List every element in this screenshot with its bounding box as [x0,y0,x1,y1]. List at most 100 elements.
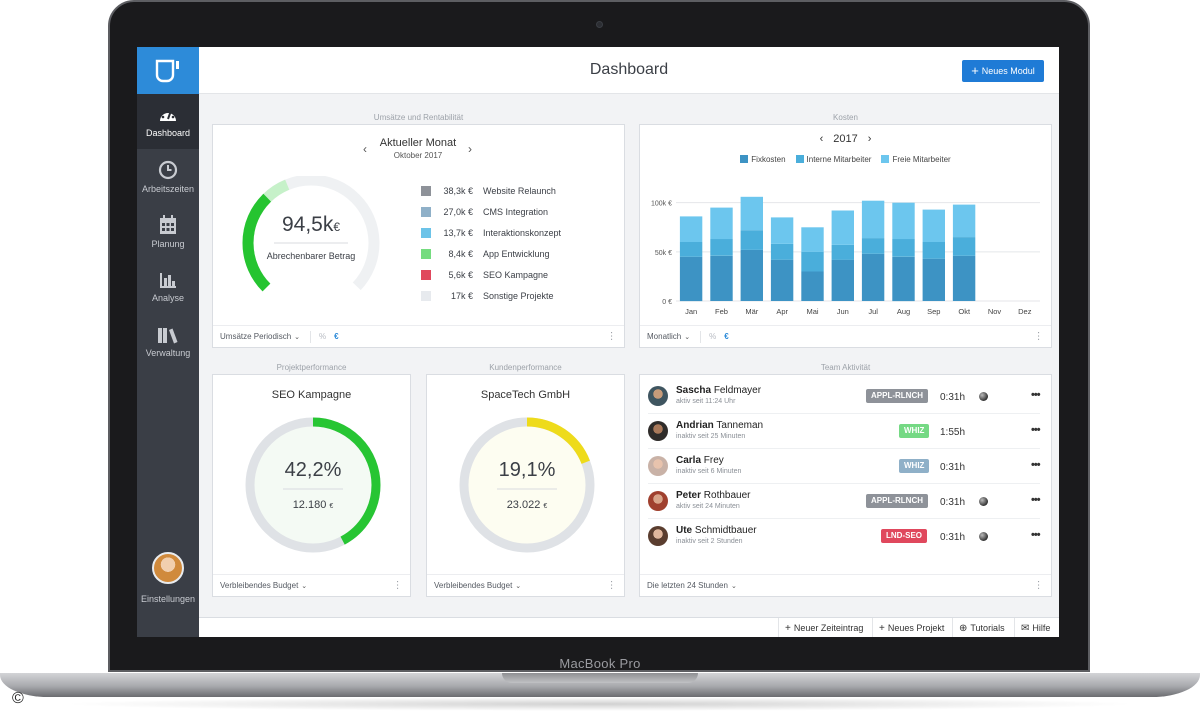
chevron-down-icon: ⌄ [294,334,301,341]
euro-toggle[interactable]: € [334,332,339,341]
bar-segment[interactable] [679,256,703,302]
bar-segment[interactable] [710,207,733,240]
sidebar-item-label: Arbeitszeiten [141,183,195,194]
bar-segment[interactable] [740,196,763,231]
more-horizontal-icon[interactable]: ••• [1031,494,1041,506]
project-tag: WHIZ [899,424,930,438]
y-tick-label: 100k € [651,201,672,208]
x-tick-label: Dez [1018,307,1032,316]
year-nav: ‹ 2017 › [640,133,1051,145]
x-tick-label: Jul [868,307,878,316]
new-module-button[interactable]: + Neues Modul [962,60,1044,82]
euro-toggle[interactable]: € [724,332,729,341]
more-vertical-icon[interactable]: ··· [606,331,617,341]
legend-item: 5,6k € SEO Kampagne [421,269,548,281]
team-row[interactable]: Ute Schmidtbauer inaktiv seit 2 Stunden … [648,520,1041,554]
chevron-right-icon[interactable]: › [468,142,472,156]
legend-item: 27,0k € CMS Integration [421,206,548,218]
tutorials-button[interactable]: ⊕ Tutorials [952,618,1011,637]
more-vertical-icon[interactable]: ··· [1033,331,1044,341]
sidebar-item-verwaltung[interactable]: Verwaltung [137,314,199,369]
chevron-right-icon[interactable]: › [867,133,872,145]
budget-select[interactable]: Verbleibendes Budget ⌄ [220,581,307,590]
bar-segment[interactable] [952,237,976,256]
more-horizontal-icon[interactable]: ••• [1031,424,1041,436]
bar-segment[interactable] [801,227,824,252]
revenue-total: 94,5k€ [241,213,381,237]
bar-segment[interactable] [679,242,703,257]
bar-segment[interactable] [892,256,915,302]
x-tick-label: Jan [685,307,697,316]
sidebar-item-arbeitszeiten[interactable]: Arbeitszeiten [137,149,199,204]
bar-segment[interactable] [710,255,733,301]
bar-segment[interactable] [831,245,854,260]
revenue-total-value: 94,5k [281,213,334,236]
app-logo[interactable] [137,47,199,94]
bar-segment[interactable] [861,253,885,301]
x-tick-label: Mai [806,307,818,316]
chevron-left-icon[interactable]: ‹ [363,142,367,156]
sidebar-item-analyse[interactable]: Analyse [137,259,199,314]
more-horizontal-icon[interactable]: ••• [1031,389,1041,401]
member-status: inaktiv seit 6 Minuten [676,468,742,475]
bar-segment[interactable] [952,204,976,237]
new-project-button[interactable]: + Neues Projekt [872,618,950,637]
timer-icon[interactable] [979,392,988,401]
percent-toggle[interactable]: % [319,332,327,341]
new-time-entry-button[interactable]: + Neuer Zeiteintrag [778,618,869,637]
more-horizontal-icon[interactable]: ••• [1031,459,1041,471]
team-row[interactable]: Sascha Feldmayer aktiv seit 11:24 Uhr AP… [648,380,1041,414]
calendar-icon [160,214,176,234]
sidebar-item-einstellungen[interactable]: Einstellungen [137,552,199,604]
section-title-team: Team Aktivität [820,363,871,372]
avatar [648,491,668,511]
bar-segment[interactable] [801,251,824,272]
bar-segment[interactable] [952,255,976,301]
legend-swatch [421,207,431,217]
bar-segment[interactable] [770,244,794,260]
bar-segment[interactable] [710,239,733,256]
bar-segment[interactable] [740,230,763,250]
kosten-bar-chart: 100k € 50k € 0 € Jan Feb Mär Apr Mai Jun Jul Aug Se… [651,196,1040,316]
bar-segment[interactable] [740,249,763,301]
team-row[interactable]: Peter Rothbauer aktiv seit 24 Minuten AP… [648,485,1041,519]
period-select[interactable]: Umsätze Periodisch ⌄ [220,332,300,341]
bar-segment[interactable] [922,258,945,301]
help-button[interactable]: ✉ Hilfe [1014,618,1056,637]
timer-icon[interactable] [979,532,988,541]
bar-segment[interactable] [770,217,794,244]
more-horizontal-icon[interactable]: ••• [1031,529,1041,541]
team-row[interactable]: Andrian Tanneman inaktiv seit 25 Minuten… [648,415,1041,449]
customer-percent: 19,1% [498,459,556,481]
sidebar-item-dashboard[interactable]: Dashboard [137,94,199,149]
interval-select[interactable]: Monatlich ⌄ [647,332,690,341]
bar-segment[interactable] [922,242,945,259]
timespan-select[interactable]: Die letzten 24 Stunden ⌄ [647,581,737,590]
timer-icon[interactable] [979,497,988,506]
bar-segment[interactable] [679,216,703,242]
bar-segment[interactable] [861,200,885,239]
bar-segment[interactable] [922,209,945,242]
sidebar-item-label: Planung [151,238,185,249]
percent-toggle[interactable]: % [709,332,717,341]
progress-arc [459,417,595,553]
bar-segment[interactable] [770,259,794,301]
team-row[interactable]: Carla Frey inaktiv seit 6 Minuten WHIZ 0… [648,450,1041,484]
project-tag: WHIZ [899,459,930,473]
bar-segment[interactable] [892,239,915,257]
kunden-footer: Verbleibendes Budget ⌄ ··· [427,574,624,596]
bar-segment[interactable] [861,238,885,254]
more-vertical-icon[interactable]: ··· [606,580,617,590]
chevron-left-icon[interactable]: ‹ [819,133,824,145]
legend-swatch [421,249,431,259]
budget-select[interactable]: Verbleibendes Budget ⌄ [434,581,521,590]
more-vertical-icon[interactable]: ··· [392,580,403,590]
sidebar-item-planung[interactable]: Planung [137,204,199,259]
bar-segment[interactable] [892,202,915,240]
member-status: inaktiv seit 25 Minuten [676,433,746,440]
bar-segment[interactable] [831,259,854,301]
more-vertical-icon[interactable]: ··· [1033,580,1044,590]
lifebuoy-icon: ⊕ [959,622,968,634]
bar-segment[interactable] [801,271,824,302]
bar-segment[interactable] [831,210,854,245]
